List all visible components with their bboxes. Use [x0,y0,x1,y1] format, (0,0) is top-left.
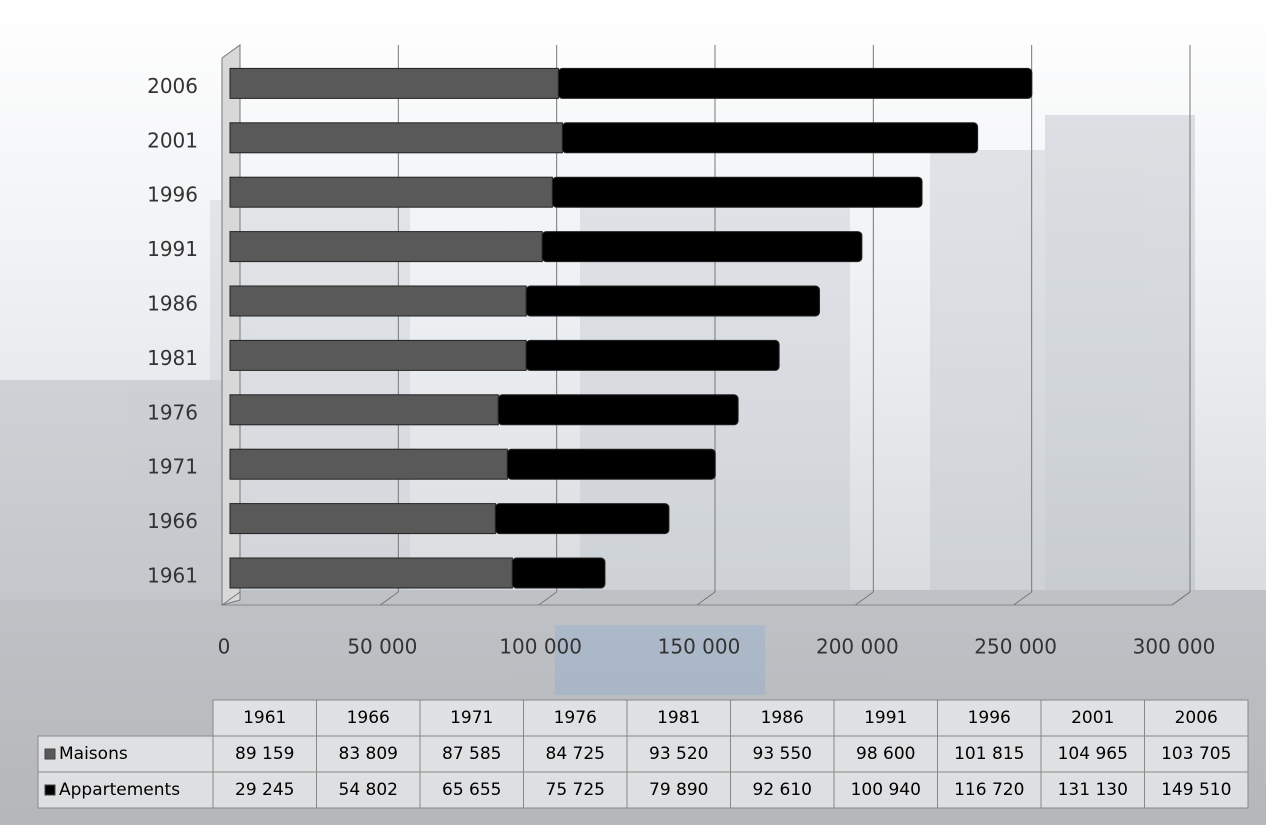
bar-segment [525,285,821,317]
y-tick-label: 1991 [147,237,198,261]
y-tick-label: 1961 [147,564,198,588]
bar-segment [229,503,496,535]
y-tick-label: 1976 [147,400,198,424]
x-tick-label: 100 000 [499,635,582,659]
y-tick-label: 2006 [147,74,198,98]
table-value: 65 655 [442,780,501,800]
table-header: 1991 [864,708,907,728]
table-value: 98 600 [856,744,915,764]
y-tick-label: 1981 [147,346,198,370]
table-value: 84 725 [546,744,605,764]
table-value: 75 725 [546,780,605,800]
grid-line [538,591,557,606]
bar-segment [511,557,606,589]
table-row [37,771,1249,809]
table-value: 131 130 [1058,780,1128,800]
y-tick-label: 1986 [147,292,198,316]
table-value: 103 705 [1161,744,1231,764]
table-value: 92 610 [753,780,812,800]
legend-label: Maisons [59,744,128,764]
bar-segment [551,176,923,208]
legend-label: Appartements [59,780,180,800]
table-header: 1971 [450,708,493,728]
bar-segment [494,503,670,535]
bar-segment [229,176,553,208]
grid-line [221,591,241,606]
table-value: 29 245 [235,780,294,800]
grid-line [1171,591,1191,606]
x-tick-label: 300 000 [1133,635,1216,659]
table-value: 104 965 [1058,744,1128,764]
x-tick-label: 150 000 [658,635,741,659]
table-header: 1976 [554,708,597,728]
bar-segment [229,339,527,371]
bar-segment [229,67,559,99]
table-value: 79 890 [649,780,708,800]
table-header: 2006 [1175,708,1218,728]
bar-segment [229,448,508,480]
x-tick-label: 250 000 [974,635,1057,659]
bar-segment [497,394,739,426]
bar-segment [525,339,780,371]
table-value: 101 815 [954,744,1024,764]
table-value: 54 802 [339,780,398,800]
table-value: 83 809 [339,744,398,764]
bar-segment [557,67,1033,99]
x-tick-label: 200 000 [816,635,899,659]
y-tick-label: 1996 [147,183,198,207]
table-header: 1961 [243,708,286,728]
grid-line [855,591,874,606]
x-tick-label: 0 [218,635,231,659]
table-header: 1966 [347,708,390,728]
y-tick-label: 1966 [147,509,198,533]
table-cell [1144,771,1249,809]
table-header: 2001 [1071,708,1114,728]
table-value: 116 720 [954,780,1024,800]
bar-segment [506,448,716,480]
table-value: 149 510 [1161,780,1231,800]
bar-segment [541,231,863,263]
table-header: 1986 [761,708,804,728]
table-value: 87 585 [442,744,501,764]
y-tick-label: 1971 [147,455,198,479]
table-value: 93 520 [649,744,708,764]
bar-segment [561,122,979,154]
bar-segment [229,122,563,154]
table-header: 1981 [657,708,700,728]
x-tick-label: 50 000 [347,635,417,659]
bar-segment [229,394,499,426]
bar-segment [229,231,543,263]
grid-line [380,591,399,606]
y-tick-label: 2001 [147,128,198,152]
legend-key [44,748,56,760]
bar-segment [229,557,513,589]
legend-key [44,784,56,796]
grid-line [1013,591,1032,606]
table-value: 100 940 [851,780,921,800]
table-header: 1996 [968,708,1011,728]
table-value: 93 550 [753,744,812,764]
grid-line [696,591,716,606]
table-value: 89 159 [235,744,294,764]
bar-segment [229,285,527,317]
